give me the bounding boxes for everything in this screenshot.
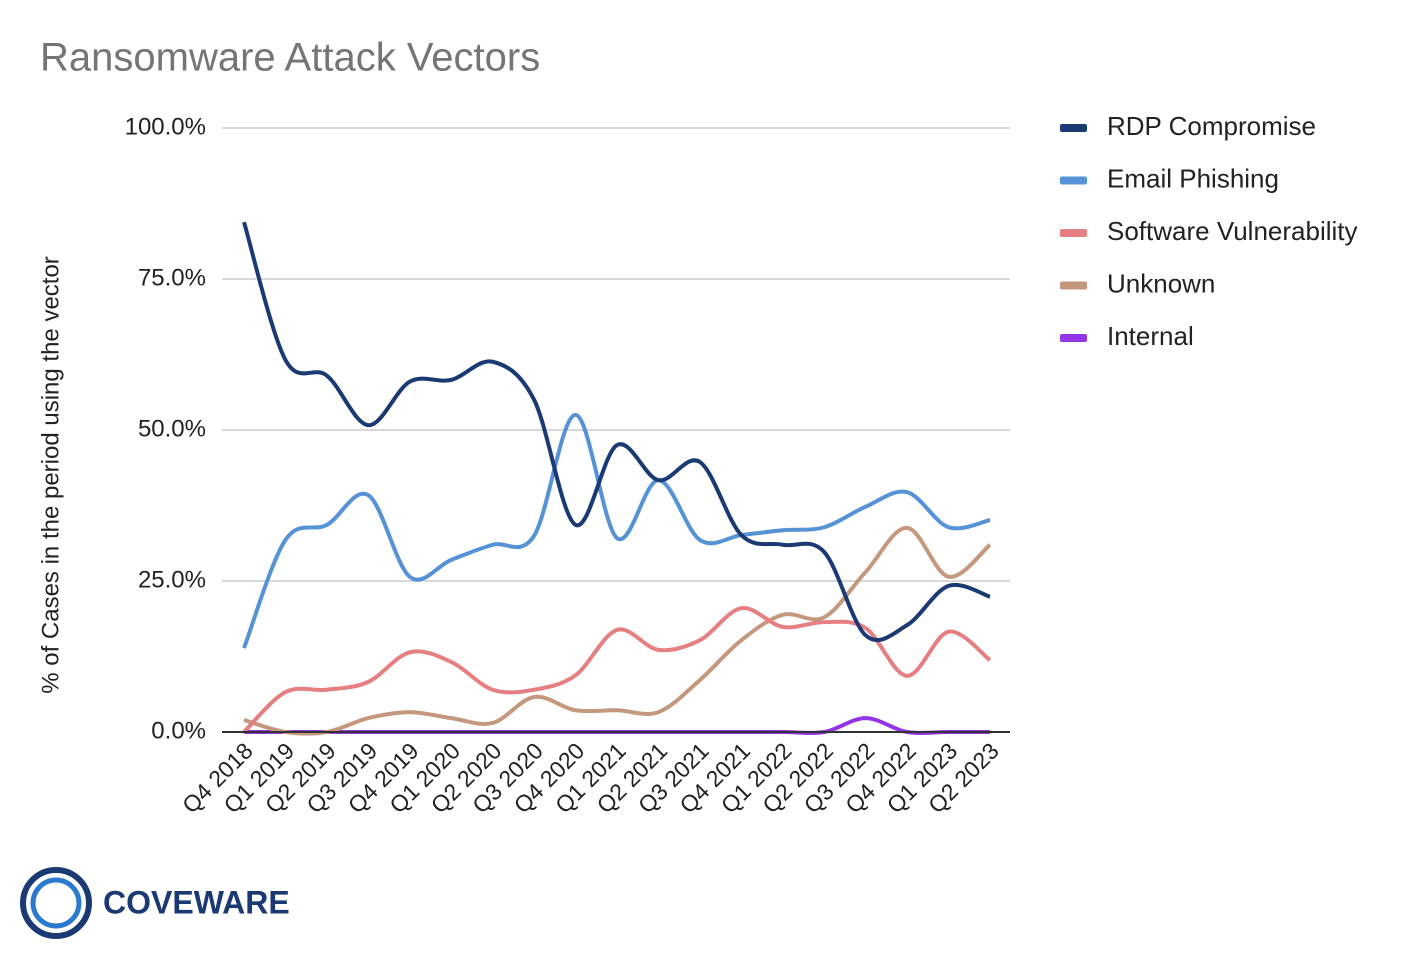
series-line [242, 606, 992, 734]
legend-swatch [1060, 281, 1087, 290]
legend-swatch [1060, 124, 1087, 132]
brand-name: COVEWARE [103, 884, 290, 920]
legend-label: Unknown [1107, 268, 1215, 298]
y-axis-label: % of Cases in the period using the vecto… [37, 256, 64, 694]
legend-label: Email Phishing [1107, 163, 1279, 193]
legend-swatch [1060, 229, 1087, 237]
legend-swatch [1060, 334, 1087, 342]
logo: COVEWARE [20, 867, 290, 939]
logo-ring [20, 867, 92, 939]
series-line [242, 221, 991, 643]
legend-swatch [1060, 176, 1087, 185]
legend-label: RDP Compromise [1107, 111, 1316, 141]
y-tick-label: 75.0% [138, 264, 206, 291]
y-tick-label: 25.0% [138, 566, 206, 593]
chart-title: Ransomware Attack Vectors [40, 36, 540, 80]
legend-label: Software Vulnerability [1107, 216, 1358, 246]
series-line [243, 525, 992, 736]
logo-ring [30, 877, 82, 929]
y-tick-label: 50.0% [138, 415, 206, 442]
series-line [242, 412, 991, 649]
y-tick-label: 100.0% [125, 113, 206, 140]
y-tick-label: 0.0% [151, 717, 206, 744]
legend-label: Internal [1107, 321, 1194, 351]
